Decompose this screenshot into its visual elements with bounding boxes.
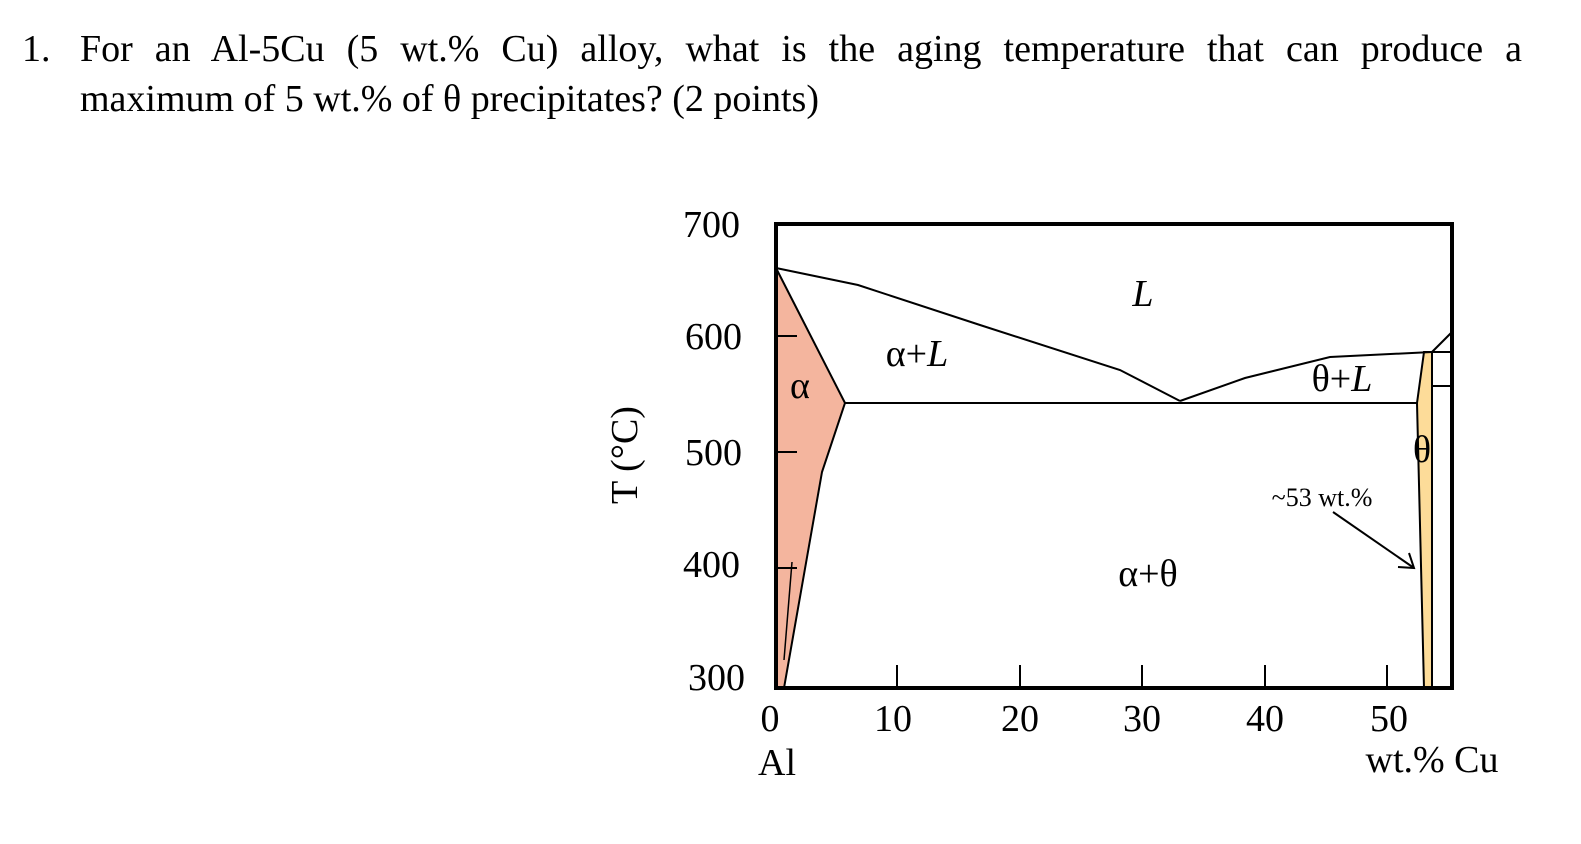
y-tick-label-700: 700 [683, 204, 740, 246]
region-label-alpha: α [790, 365, 810, 407]
x-tick-label-30: 30 [1123, 698, 1161, 740]
region-label-alpha-liquid: α+L [886, 333, 948, 375]
region-label-alpha-theta: α+θ [1118, 553, 1178, 595]
annotation-arrow-line [1332, 511, 1415, 569]
x-tick-label-0: 0 [761, 698, 780, 740]
liquidus-alpha-side [775, 267, 1181, 402]
annotation-arrow-head [1397, 552, 1416, 570]
region-label-alpha-liquid-text: α+L [886, 333, 948, 375]
liquidus-theta-side [1179, 351, 1433, 402]
region-label-theta-liquid: θ+L [1312, 358, 1373, 400]
liquidus-exit-line [1431, 331, 1453, 353]
x-axis-title: wt.% Cu [1366, 739, 1499, 781]
composition-annotation: ~53 wt.% [1272, 483, 1373, 512]
x-left-label: Al [758, 742, 796, 784]
region-label-liquid: L [1131, 273, 1153, 315]
alpha-inner-line [783, 561, 793, 661]
x-tick-label-40: 40 [1246, 698, 1284, 740]
x-tick-label-20: 20 [1001, 698, 1039, 740]
question-text-2: maximum of 5 wt.% of θ precipitates? (2 … [80, 78, 819, 120]
y-tick-label-300: 300 [688, 657, 745, 699]
question-line-1: 1. For an Al-5Cu (5 wt.% Cu) alloy, what… [22, 24, 1522, 74]
question: 1. For an Al-5Cu (5 wt.% Cu) alloy, what… [22, 24, 1522, 124]
plot-frame [774, 222, 1454, 690]
region-label-theta: θ [1413, 429, 1431, 471]
y-tick-label-400: 400 [683, 544, 740, 586]
x-tick-label-10: 10 [874, 698, 912, 740]
x-tick-label-50: 50 [1370, 698, 1408, 740]
theta-region [1415, 351, 1433, 689]
y-tick-label-500: 500 [685, 432, 742, 474]
question-text-1: For an Al-5Cu (5 wt.% Cu) alloy, what is… [80, 28, 1522, 70]
question-number: 1. [22, 28, 51, 70]
y-axis-title: T (°C) [604, 406, 646, 504]
y-tick-label-600: 600 [685, 316, 742, 358]
